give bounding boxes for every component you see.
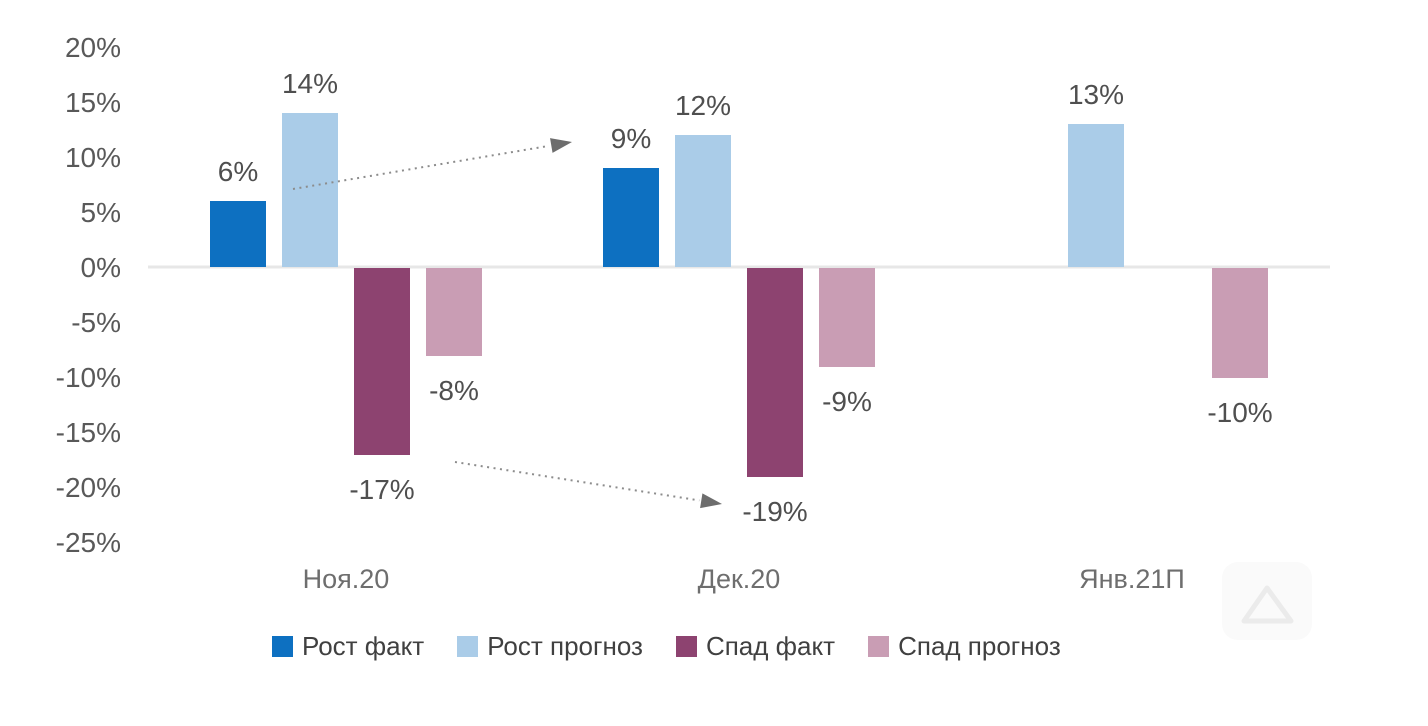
legend-label: Рост факт [302, 631, 425, 661]
y-axis-tick-label: -20% [56, 472, 121, 503]
bar-data-label: 14% [282, 68, 338, 99]
legend-label: Рост прогноз [487, 631, 643, 661]
legend-item-spad-prognoz: Спад прогноз [868, 631, 1061, 662]
bar-data-label: -8% [429, 375, 479, 406]
legend-swatch-rost-prognoz [457, 636, 479, 657]
y-axis-tick-label: -25% [56, 527, 121, 558]
y-axis-tick-label: -15% [56, 417, 121, 448]
legend-swatch-spad-fakt [675, 636, 697, 657]
bar [819, 268, 875, 367]
bar-data-label: -17% [349, 474, 414, 505]
bar [1068, 124, 1124, 267]
trend-arrow-head-icon [700, 493, 722, 509]
watermark-badge [1222, 562, 1312, 640]
x-axis-category-label: Ноя.20 [303, 564, 390, 594]
bar [603, 168, 659, 267]
y-axis-tick-label: 5% [81, 197, 121, 228]
x-axis-baseline [148, 265, 1330, 269]
x-axis-category-label: Дек.20 [698, 564, 781, 594]
bar-data-label: 6% [218, 156, 258, 187]
legend-item-spad-fakt: Спад факт [675, 631, 836, 662]
y-axis-tick-label: 0% [81, 252, 121, 283]
y-axis-tick-label: -5% [71, 307, 121, 338]
watermark-logo-icon [1241, 585, 1294, 624]
legend-label: Спад факт [705, 631, 836, 661]
bar [210, 201, 266, 267]
y-axis-tick-label: 15% [65, 87, 121, 118]
legend-item-rost-fakt: Рост факт [272, 631, 424, 662]
legend-swatch-rost-fakt [272, 636, 293, 657]
bar-data-label: -10% [1207, 397, 1272, 428]
legend-item-rost-prognoz: Рост прогноз [457, 631, 643, 662]
trend-arrow-line [454, 461, 700, 502]
y-axis-tick-label: 10% [65, 142, 121, 173]
trend-arrow-head-icon [550, 138, 572, 153]
bar-data-label: 9% [611, 123, 651, 154]
legend-label: Спад прогноз [898, 631, 1061, 661]
bar [426, 268, 482, 356]
bar-data-label: 13% [1068, 79, 1124, 110]
y-axis-tick-label: -10% [56, 362, 121, 393]
y-axis-tick-label: 20% [65, 32, 121, 63]
bar [747, 268, 803, 477]
bar-data-label: -19% [742, 496, 807, 527]
legend-swatch-spad-prognoz [868, 636, 890, 657]
bar-data-label: -9% [822, 386, 872, 417]
bar [354, 268, 410, 455]
bar-data-label: 12% [675, 90, 731, 121]
x-axis-category-label: Янв.21П [1079, 564, 1185, 594]
legend: Рост факт Рост прогноз Спад факт Спад пр… [272, 631, 1061, 662]
bar [1212, 268, 1268, 378]
bar [282, 113, 338, 267]
bar [675, 135, 731, 267]
